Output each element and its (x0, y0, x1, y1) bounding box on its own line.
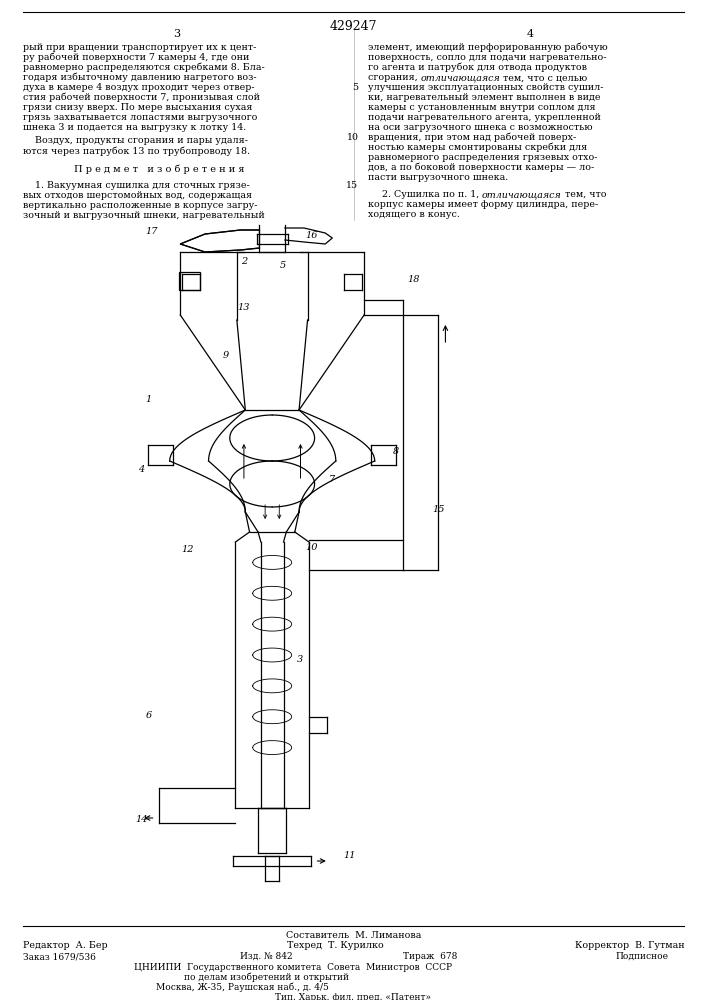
Text: грязь захватывается лопастями выгрузочного: грязь захватывается лопастями выгрузочно… (23, 113, 257, 122)
Text: вых отходов шерстомойных вод, содержащая: вых отходов шерстомойных вод, содержащая (23, 191, 252, 200)
Text: го агента и патрубок для отвода продуктов: го агента и патрубок для отвода продукто… (368, 63, 587, 73)
Text: Изд. № 842: Изд. № 842 (240, 952, 293, 961)
Text: на оси загрузочного шнека с возможностью: на оси загрузочного шнека с возможностью (368, 123, 592, 132)
Text: стия рабочей поверхности 7, пронизывая слой: стия рабочей поверхности 7, пронизывая с… (23, 93, 259, 103)
Text: ются через патрубок 13 по трубопроводу 18.: ются через патрубок 13 по трубопроводу 1… (23, 146, 250, 155)
Text: отличающаяся: отличающаяся (421, 73, 500, 82)
Text: 429247: 429247 (329, 20, 378, 33)
Text: рый при вращении транспортирует их к цент-: рый при вращении транспортирует их к цен… (23, 43, 256, 52)
Text: Тип. Харьк. фил. пред. «Патент»: Тип. Харьк. фил. пред. «Патент» (276, 993, 431, 1000)
Text: тем, что с целью: тем, что с целью (500, 73, 588, 82)
Text: Составитель  М. Лиманова: Составитель М. Лиманова (286, 931, 421, 940)
Text: улучшения эксплуатационных свойств сушил-: улучшения эксплуатационных свойств сушил… (368, 83, 603, 92)
Text: Москва, Ж-35, Раушская наб., д. 4/5: Москва, Ж-35, Раушская наб., д. 4/5 (156, 983, 329, 992)
Text: Техред  Т. Курилко: Техред Т. Курилко (288, 941, 384, 950)
Text: Воздух, продукты сгорания и пары удаля-: Воздух, продукты сгорания и пары удаля- (35, 136, 248, 145)
Text: 7: 7 (329, 476, 335, 485)
Text: пасти выгрузочного шнека.: пасти выгрузочного шнека. (368, 173, 508, 182)
Text: Заказ 1679/536: Заказ 1679/536 (23, 952, 95, 961)
Text: П р е д м е т   и з о б р е т е н и я: П р е д м е т и з о б р е т е н и я (74, 164, 245, 174)
Text: 6: 6 (146, 710, 151, 720)
Text: ходящего в конус.: ходящего в конус. (368, 210, 460, 219)
Text: подачи нагревательного агента, укрепленной: подачи нагревательного агента, укрепленн… (368, 113, 600, 122)
Text: 11: 11 (344, 850, 356, 859)
Text: духа в камере 4 воздух проходит через отвер-: духа в камере 4 воздух проходит через от… (23, 83, 255, 92)
Text: сгорания,: сгорания, (368, 73, 421, 82)
Text: 14: 14 (135, 816, 148, 824)
Text: камеры с установленным внутри соплом для: камеры с установленным внутри соплом для (368, 103, 595, 112)
Text: 17: 17 (146, 228, 158, 236)
Text: 2: 2 (241, 257, 247, 266)
Text: 10: 10 (346, 133, 358, 142)
Text: корпус камеры имеет форму цилиндра, пере-: корпус камеры имеет форму цилиндра, пере… (368, 200, 598, 209)
Text: 18: 18 (407, 275, 420, 284)
Text: поверхность, сопло для подачи нагревательно-: поверхность, сопло для подачи нагревател… (368, 53, 606, 62)
Text: 1: 1 (146, 395, 151, 404)
Text: по делам изобретений и открытий: по делам изобретений и открытий (184, 973, 349, 982)
Text: 8: 8 (393, 448, 399, 456)
Text: 5: 5 (352, 83, 358, 92)
Text: Редактор  А. Бер: Редактор А. Бер (23, 941, 107, 950)
Text: 12: 12 (181, 546, 194, 554)
Text: 4: 4 (139, 466, 144, 475)
Text: 3: 3 (173, 29, 180, 39)
Text: 5: 5 (280, 260, 286, 269)
Text: отличающаяся: отличающаяся (482, 190, 562, 199)
Text: элемент, имеющий перфорированную рабочую: элемент, имеющий перфорированную рабочую (368, 43, 607, 52)
Text: Тираж  678: Тираж 678 (403, 952, 457, 961)
Text: вращения, при этом над рабочей поверх-: вращения, при этом над рабочей поверх- (368, 133, 576, 142)
Text: Подписное: Подписное (615, 952, 668, 961)
Text: тем, что: тем, что (562, 190, 607, 199)
Text: ки, нагревательный элемент выполнен в виде: ки, нагревательный элемент выполнен в ви… (368, 93, 600, 102)
Text: 1. Вакуумная сушилка для сточных грязе-: 1. Вакуумная сушилка для сточных грязе- (35, 181, 250, 190)
Text: дов, а по боковой поверхности камеры — ло-: дов, а по боковой поверхности камеры — л… (368, 163, 594, 172)
Text: шнека 3 и подается на выгрузку к лотку 14.: шнека 3 и подается на выгрузку к лотку 1… (23, 123, 246, 132)
Text: 4: 4 (527, 29, 534, 39)
Text: 15: 15 (432, 506, 445, 514)
Text: равномерного распределения грязевых отхо-: равномерного распределения грязевых отхо… (368, 153, 597, 162)
Text: 10: 10 (305, 544, 317, 552)
Text: ру рабочей поверхности 7 камеры 4, где они: ру рабочей поверхности 7 камеры 4, где о… (23, 53, 249, 62)
Text: 15: 15 (346, 181, 358, 190)
Text: ностью камеры смонтированы скребки для: ностью камеры смонтированы скребки для (368, 143, 587, 152)
Text: 13: 13 (238, 302, 250, 312)
Bar (179, 272, 200, 290)
Text: годаря избыточному давлению нагретого воз-: годаря избыточному давлению нагретого во… (23, 73, 256, 83)
Text: 2. Сушилка по п. 1,: 2. Сушилка по п. 1, (382, 190, 482, 199)
Text: вертикально расположенные в корпусе загру-: вертикально расположенные в корпусе загр… (23, 201, 257, 210)
Text: 3: 3 (298, 656, 303, 664)
Text: 16: 16 (305, 231, 317, 239)
Text: зочный и выгрузочный шнеки, нагревательный: зочный и выгрузочный шнеки, нагревательн… (23, 211, 264, 220)
Text: равномерно распределяются скребками 8. Бла-: равномерно распределяются скребками 8. Б… (23, 63, 264, 73)
Text: 9: 9 (223, 351, 229, 360)
Text: грязи снизу вверх. По мере высыхания сухая: грязи снизу вверх. По мере высыхания сух… (23, 103, 252, 112)
Text: Корректор  В. Гутман: Корректор В. Гутман (575, 941, 684, 950)
Text: ЦНИИПИ  Государственного комитета  Совета  Министров  СССР: ЦНИИПИ Государственного комитета Совета … (134, 963, 452, 972)
